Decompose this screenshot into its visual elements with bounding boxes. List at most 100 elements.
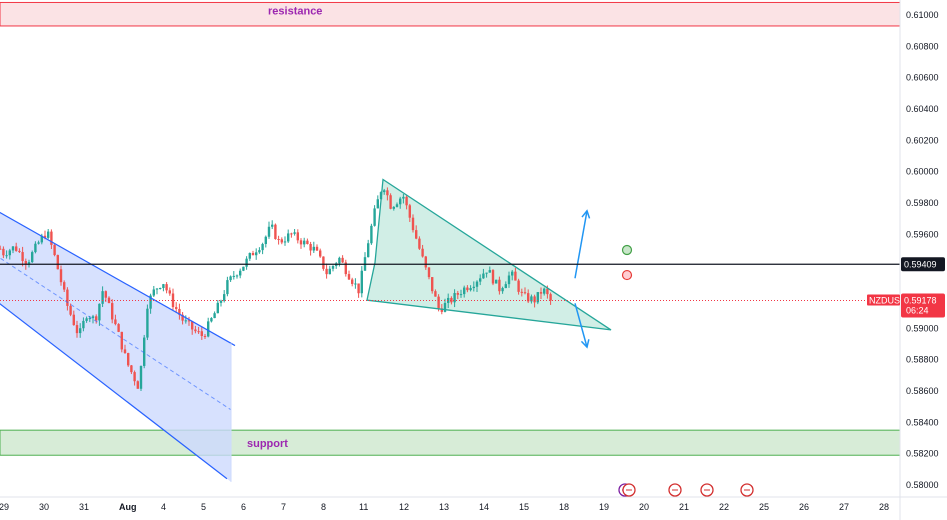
channel-lower-line [0,303,228,480]
candle-body [507,275,511,285]
x-tick-label: 13 [439,502,449,512]
candle-body [197,331,200,333]
y-tick-label: 0.60200 [906,135,939,145]
symbol-tag [867,294,900,306]
candle-body [543,288,546,294]
candle-body [517,280,520,292]
candle-body [277,239,280,241]
candle-body [181,314,184,321]
candle-body [405,196,408,206]
candle-body [63,282,66,290]
candle-body [389,195,392,209]
x-axis[interactable]: 29 30 31 Aug 4 5 6 7 8 11 12 13 14 15 18 19 20 21 22 25 26 27… [0,483,947,512]
countdown: 06:24 [906,305,929,315]
resistance-zone[interactable] [0,1,901,27]
y-tick-label: 0.60800 [906,41,939,51]
candle-body [111,303,114,320]
y-tick-label: 0.58800 [906,355,939,365]
y-tick-label: 0.58600 [906,386,939,396]
candle-body [399,198,402,205]
x-tick-label: 7 [281,502,286,512]
candle-body [434,291,437,297]
candle-body [453,293,456,303]
x-tick-label: 14 [479,502,489,512]
candle-body [79,328,82,334]
y-axis[interactable]: 0.61000 0.60800 0.60600 0.60400 0.60200 0.600… [899,0,939,520]
candle-body [450,297,453,303]
candle-body [191,321,194,330]
support-zone[interactable] [0,429,901,456]
candle-body [27,262,31,265]
candle-body [287,233,290,242]
candle-body [136,381,139,389]
candle-body [431,277,434,292]
candle-body [344,262,347,275]
horizontal-line-price: 0.59409 [904,259,937,269]
candle-body [440,308,443,312]
candle-body [203,335,207,337]
candle-body [235,275,239,277]
candle-body [229,276,232,281]
channel-fill [0,212,231,482]
candle-body [53,244,56,256]
candle-body [511,271,514,276]
candle-body [533,296,536,303]
candle-body [322,256,325,269]
candle-body [421,248,424,257]
candle-body [514,271,517,281]
candle-body [347,274,351,280]
support-label: support [247,438,288,450]
candle-body [472,286,475,289]
candle-body [395,204,399,207]
candle-body [501,288,504,292]
candle-body [386,190,389,196]
candle-body [43,235,47,238]
candle-body [11,246,15,251]
candle-body [415,230,418,239]
x-tick-label: 19 [599,502,609,512]
price-tags: 0.59409 NZDUSD 0.59178 06:24 [867,257,945,318]
candle-body [210,318,213,322]
candle-body [315,246,319,251]
x-tick-label: 8 [321,502,326,512]
candle-body [18,250,21,253]
x-tick-label: 25 [759,502,769,512]
candle-body [85,318,88,321]
candle-body [117,324,120,332]
candle-body [402,196,405,199]
candle-body [120,331,123,350]
candle-body [139,365,143,389]
y-tick-label: 0.60400 [906,104,939,114]
stop-circle-red [621,269,633,281]
candle-body [149,295,152,309]
candle-body [200,331,203,336]
candle-body [159,287,162,289]
x-tick-label: 31 [79,502,89,512]
candle-body [274,224,277,240]
candle-body [491,270,495,284]
candle-body [162,284,165,288]
candle-body [47,231,50,238]
candle-body [303,240,306,245]
candle-body [530,296,533,302]
candle-body [411,217,415,231]
y-tick-label: 0.61000 [906,10,939,20]
candle-body [427,267,431,278]
candle-body [351,279,354,284]
y-tick-label: 0.59600 [906,229,939,239]
candle-body [187,320,191,322]
candle-body [338,257,341,264]
y-tick-label: 0.59000 [906,323,939,333]
current-price-tag [901,293,945,318]
candle-body [408,205,411,218]
candle-body [299,240,303,245]
x-tick-label: 26 [799,502,809,512]
candle-body [24,261,27,265]
arrow-down-head [580,339,590,349]
target-circle-green [621,244,633,256]
x-tick-label: 6 [241,502,246,512]
candle-body [75,325,79,334]
candle-body [50,231,53,245]
candles-layer [0,187,552,391]
